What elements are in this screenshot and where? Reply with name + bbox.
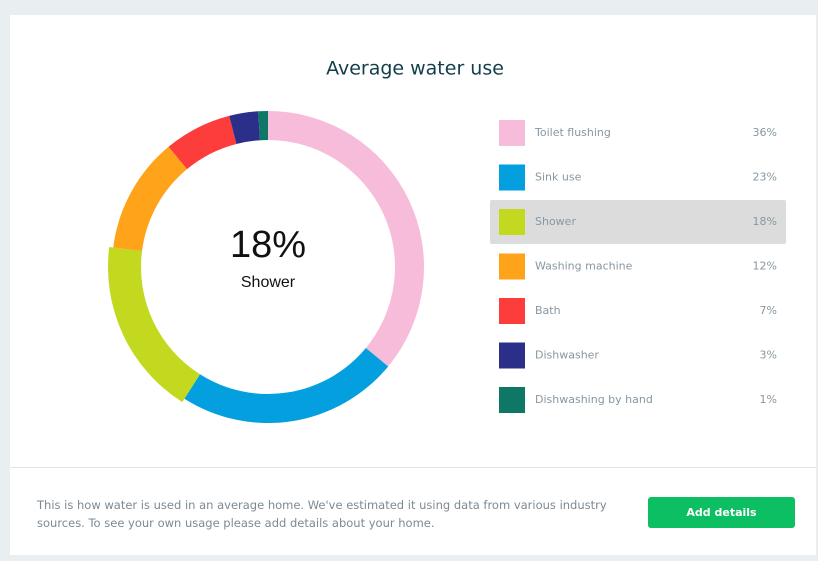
footer-text: This is how water is used in an average …	[37, 496, 607, 532]
legend-value: 23%	[753, 171, 777, 184]
legend-value: 3%	[760, 349, 777, 362]
chart: Average water use 18% Shower Toilet flushi…	[108, 58, 786, 423]
legend-swatch	[499, 387, 525, 413]
center-value: 18%	[230, 224, 306, 266]
legend-swatch	[499, 120, 525, 146]
donut-segment	[108, 246, 200, 403]
add-details-button[interactable]: Add details	[648, 497, 795, 528]
legend-swatch	[499, 253, 525, 280]
legend-label: Dishwasher	[535, 349, 599, 362]
legend-value: 7%	[760, 304, 777, 317]
legend-swatch	[499, 342, 525, 369]
legend-swatch	[499, 209, 525, 235]
legend-value: 1%	[760, 393, 777, 406]
donut-segment	[184, 347, 389, 423]
legend-label: Washing machine	[535, 260, 633, 273]
footer-line: This is how water is used in an average …	[37, 498, 607, 512]
legend-highlight	[490, 200, 786, 244]
legend-swatch	[499, 298, 525, 324]
legend-label: Sink use	[535, 171, 582, 184]
legend-label: Bath	[535, 304, 561, 317]
legend-value: 36%	[753, 126, 777, 139]
legend-value: 12%	[753, 260, 777, 273]
donut-segment	[113, 146, 188, 252]
legend-value: 18%	[753, 215, 777, 228]
donut-segment	[229, 111, 261, 144]
donut-segment	[258, 111, 268, 141]
center-label: Shower	[241, 274, 296, 291]
donut-segment	[168, 115, 237, 170]
legend-swatch	[499, 164, 525, 191]
footer-line: sources. To see your own usage please ad…	[37, 516, 435, 530]
legend-label: Shower	[535, 215, 576, 228]
legend-label: Dishwashing by hand	[535, 393, 653, 406]
card: Average water use 18% Shower Toilet flushi…	[10, 15, 816, 555]
chart-title: Average water use	[326, 58, 504, 80]
legend-label: Toilet flushing	[534, 126, 611, 139]
separator	[10, 467, 816, 468]
donut-segment	[268, 111, 424, 367]
